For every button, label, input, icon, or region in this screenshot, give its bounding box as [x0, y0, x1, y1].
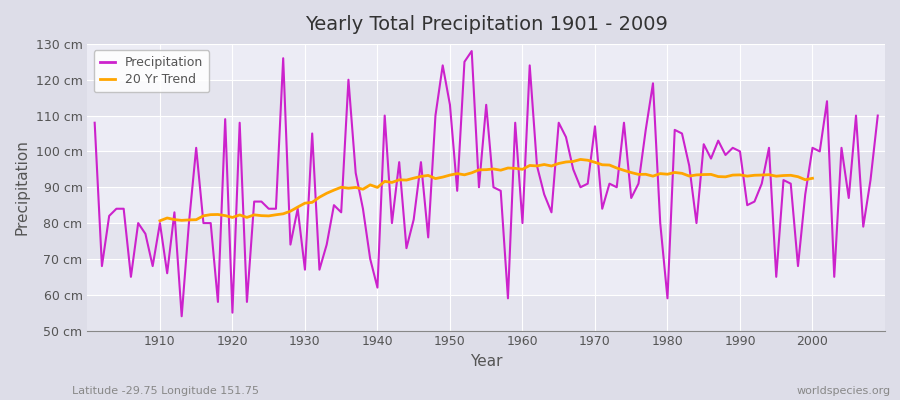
X-axis label: Year: Year	[470, 354, 502, 369]
Title: Yearly Total Precipitation 1901 - 2009: Yearly Total Precipitation 1901 - 2009	[305, 15, 668, 34]
20 Yr Trend	[800, 177, 811, 182]
Precipitation	[176, 314, 187, 319]
Precipitation	[89, 120, 100, 125]
Y-axis label: Precipitation: Precipitation	[15, 139, 30, 235]
20 Yr Trend	[234, 212, 245, 217]
Bar	[87, 44, 885, 80]
Precipitation	[872, 113, 883, 118]
Precipitation	[532, 163, 543, 168]
Text: worldspecies.org: worldspecies.org	[796, 386, 891, 396]
20 Yr Trend	[807, 176, 818, 181]
20 Yr Trend	[575, 157, 586, 162]
Line: 20 Yr Trend: 20 Yr Trend	[160, 160, 813, 221]
Bar	[87, 187, 885, 223]
Bar	[87, 295, 885, 330]
Precipitation	[148, 264, 158, 268]
20 Yr Trend	[713, 174, 724, 179]
Precipitation	[357, 206, 368, 211]
Bar	[87, 80, 885, 116]
20 Yr Trend	[307, 200, 318, 205]
Precipitation	[466, 49, 477, 54]
20 Yr Trend	[793, 174, 804, 179]
Bar	[87, 259, 885, 295]
20 Yr Trend	[155, 218, 166, 223]
Legend: Precipitation, 20 Yr Trend: Precipitation, 20 Yr Trend	[94, 50, 210, 92]
Precipitation	[314, 267, 325, 272]
20 Yr Trend	[321, 191, 332, 196]
Bar	[87, 116, 885, 151]
Precipitation	[525, 63, 535, 68]
Line: Precipitation: Precipitation	[94, 51, 878, 316]
Bar	[87, 223, 885, 259]
Text: Latitude -29.75 Longitude 151.75: Latitude -29.75 Longitude 151.75	[72, 386, 259, 396]
Bar	[87, 151, 885, 187]
Precipitation	[618, 120, 629, 125]
